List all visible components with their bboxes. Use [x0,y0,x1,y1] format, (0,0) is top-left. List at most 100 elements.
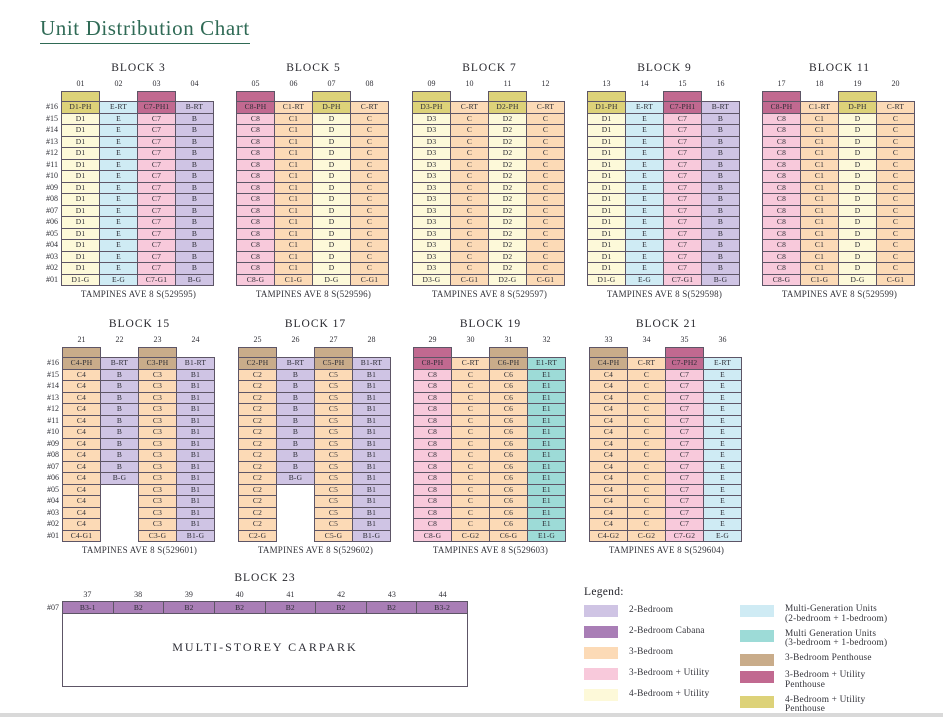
floor-label: #06 [46,217,58,226]
unit-column-header: 28 [367,335,376,344]
unit-column-header: 14 [640,79,649,88]
unit-column-header: 07 [327,79,336,88]
unit-column-header: 25 [253,335,262,344]
gutter-header-spacer [389,78,413,91]
legend-swatch [584,689,618,701]
unit-cell: C8-G [762,273,801,286]
block-title: BLOCK 11 [809,62,870,74]
floor-label-gutter [566,334,590,542]
block-title: BLOCK 3 [111,62,166,74]
floor-label-gutter [215,334,239,542]
page-bottom-edge [0,713,943,717]
unit-cell: D-G [312,273,351,286]
unit-column: 03 C7-PH1 C7 C7 C7 C7 C7 C7 C7 C7 C7 C7 C7 C7 C7 C7 C7-G… [137,78,176,286]
gutter-header-spacer [215,334,239,347]
legend-item: 4-Bedroom + Utility [584,689,740,701]
block-address: TAMPINES AVE 8 S(529603) [432,545,549,555]
floor-label: #12 [47,404,59,413]
unit-column-header: 02 [114,79,123,88]
block-title: BLOCK 9 [637,62,692,74]
floor-label-gutter [213,78,237,286]
unit-column: 06 C1-RT C1 C1 C1 C1 C1 C1 C1 C1 C1 C1 C1 C1 C1 C1 C1-G [274,78,313,286]
unit-column: 34 C-RT C C C C C C C C C C C C C C C-G2 [627,334,666,542]
unit-column: 32 E1-RT E1 E1 E1 E1 E1 E1 E1 E1 E1 E1 E1 E1 E1 E1 E1-G [527,334,566,542]
floor-label: #13 [47,392,59,402]
block-grid: 33 C4-PH C4 C4 C4 C4 C4 C4 C4 C4 C4 C4 C4 C4 C4 C4 C4-G2… [566,334,743,542]
floor-label [390,530,414,543]
carpark-box: B3-1 B2 B2 B2 B2 B2 B2 B3-2 MULTI-STOREY CARPARK [62,601,468,687]
block-grid: 13 D1-PH D1 D1 D1 D1 D1 D1 D1 D1 D1 D1 D1 D1 D1 D1 D1-G 1… [564,78,741,286]
floor-label: #05 [46,228,58,238]
floor-label: #01 [46,274,58,284]
floor-label: #08 [46,194,58,203]
floor-label: #10 [46,171,58,180]
floor-label [566,530,590,543]
floor-label: #11 [46,159,58,169]
block-title: BLOCK 21 [635,318,698,330]
unit-column-header: 40 [235,590,244,599]
legend-item: Multi Generation Units (3-bedroom + 1-be… [740,629,940,650]
floor-label: #01 [47,530,59,540]
floor-label-gutter [390,334,414,542]
legend-item: Multi-Generation Units (2-bedroom + 1-be… [740,604,940,625]
unit-column: 15 C7-PH1 C7 C7 C7 C7 C7 C7 C7 C7 C7 C7 C7 C7 C7 C7 C7-G… [663,78,702,286]
legend-label: 3-Bedroom [629,647,674,658]
unit-column: 01 D1-PH D1 D1 D1 D1 D1 D1 D1 D1 D1 D1 D1 D1 D1 D1 D1-G [61,78,100,286]
floor-label [213,274,237,287]
legend-column-right: Multi-Generation Units (2-bedroom + 1-be… [740,604,940,720]
unit-column: 19 D-PH D D D D D D D D D D D D D D D-G [838,78,877,286]
unit-cell: C1-G [800,273,839,286]
unit-cell: D1-G [587,273,626,286]
unit-column: 07 D-PH D D D D D D D D D D D D D D D-G [312,78,351,286]
legend-columns: 2-Bedroom 2-Bedroom Cabana 3-Bedroom 3-Bedr… [584,604,940,720]
floor-label: #07 [47,603,59,612]
unit-cell: C2 [238,483,277,496]
unit-cell: C7-G1 [663,273,702,286]
block-21: BLOCK 21 33 C4-PH C4 C4 C4 C4 C4 C4 C4 C4 C4 C4 C4 C4 C… [566,318,743,555]
block-5: BLOCK 5 05 C8-PH C8 C8 C8 C8 C8 C8 C8 C8 C8 C8 C8 C8 C8… [213,62,390,299]
legend-item: 3-Bedroom Penthouse [740,653,940,666]
unit-cell: C4-G1 [62,529,101,542]
block-title: BLOCK 15 [108,318,171,330]
carpark-column-headers: 37 38 39 40 41 42 43 44 [62,588,468,601]
block-23: BLOCK 23 37 38 39 40 41 42 43 44 #07 B3-1 B2 B2 B2 B2 B… [38,572,468,687]
unit-column: 30 C-RT C C C C C C C C C C C C C C C-G2 [451,334,490,542]
unit-column-header: 33 [604,335,613,344]
unit-column-header: 17 [777,79,786,88]
block-address: TAMPINES AVE 8 S(529604) [608,545,725,555]
block-title: BLOCK 7 [462,62,517,74]
unit-column: 16 B-RT B B B B B B B B B B B B B B B-G [701,78,740,286]
block-grid: 17 C8-PH C8 C8 C8 C8 C8 C8 C8 C8 C8 C8 C8 C8 C8 C8 C8-G 1… [739,78,916,286]
unit-column: 20 C-RT C C C C C C C C C C C C C C C-G1 [876,78,915,286]
legend-item: 3-Bedroom + Utility Penthouse [740,670,940,691]
unit-cell: C3-G [138,529,177,542]
unit-column: 17 C8-PH C8 C8 C8 C8 C8 C8 C8 C8 C8 C8 C8 C8 C8 C8 C8-G [762,78,801,286]
unit-column: 11 D2-PH D2 D2 D2 D2 D2 D2 D2 D2 D2 D2 D2 D2 D2 D2 D2-G [488,78,527,286]
unit-column-header: 03 [152,79,161,88]
unit-column-header: 20 [891,79,900,88]
unit-column: 29 C8-PH C8 C8 C8 C8 C8 C8 C8 C8 C8 C8 C8 C8 C8 C8 C8-G [413,334,452,542]
carpark-body: #07 B3-1 B2 B2 B2 B2 B2 B2 B3-2 MULTI-STOREY CARP… [38,601,468,687]
block-address: TAMPINES AVE 8 S(529602) [257,545,374,555]
unit-cell: B2 [112,601,165,614]
unit-column-header: 06 [289,79,298,88]
unit-column: 31 C6-PH C6 C6 C6 C6 C6 C6 C6 C6 C6 C6 C6 C6 C6 C6 C6-G [489,334,528,542]
gutter-header-spacer [739,78,763,91]
unit-cell: B3-1 [62,601,114,614]
unit-column: 12 C-RT C C C C C C C C C C C C C C C-G1 [526,78,565,286]
block-title: BLOCK 23 [234,572,296,584]
unit-column-header: 26 [291,335,300,344]
unit-cell: C [350,124,389,137]
unit-cell: C6-G [489,529,528,542]
legend-label: 3-Bedroom Penthouse [785,653,872,663]
gutter-header-spacer [38,78,62,91]
block-title: BLOCK 17 [284,318,347,330]
gutter-header-spacer [39,334,63,347]
block-address: TAMPINES AVE 8 S(529596) [255,289,372,299]
block-address: TAMPINES AVE 8 S(529595) [80,289,197,299]
unit-column-header: 04 [190,79,199,88]
unit-cell [100,530,139,543]
unit-column: 28 B1-RT B1 B1 B1 B1 B1 B1 B1 B1 B1 B1 B1 B1 B1 B1 B1-G [352,334,391,542]
unit-column-header: 44 [438,590,447,599]
unit-cell: E1 [527,426,566,439]
